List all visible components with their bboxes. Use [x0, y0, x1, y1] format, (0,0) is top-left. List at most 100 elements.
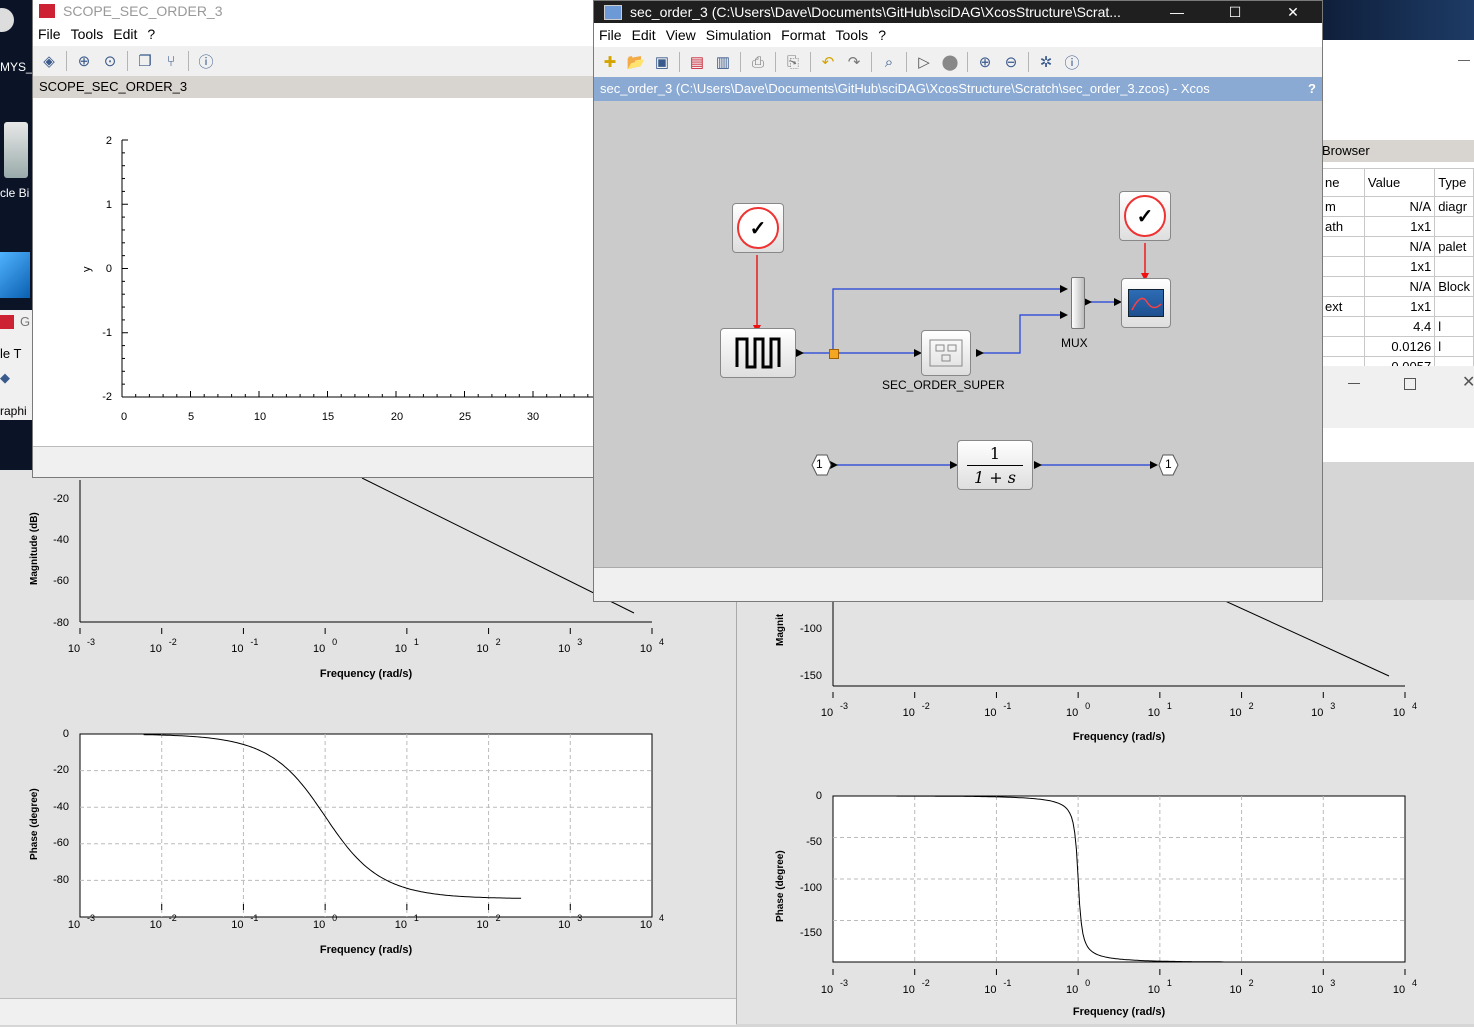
table-row[interactable]: N/A Block [1322, 276, 1474, 297]
table-row[interactable]: N/A palet [1322, 236, 1474, 257]
menu-help[interactable]: ? [147, 26, 156, 42]
data-link[interactable] [832, 288, 1064, 353]
column-header[interactable]: Value [1363, 168, 1436, 197]
browser-table: ne Value Type m N/A diagr ath 1x1 N/A palet 1x1… [1322, 168, 1474, 370]
redo-icon[interactable]: ↷ [847, 54, 861, 71]
menu-view[interactable]: View [665, 27, 696, 43]
x-tick: 10 [1229, 984, 1241, 996]
close-icon[interactable]: ✕ [1462, 374, 1474, 391]
minimize-icon[interactable] [1458, 60, 1470, 61]
close-button[interactable]: ✕ [1287, 3, 1299, 20]
fit-diagram-icon[interactable]: ⌕ [884, 53, 894, 71]
x-tick: 10 [1066, 707, 1078, 719]
x-tick: 10 [231, 919, 243, 931]
x-tick: 10 [395, 643, 407, 655]
y-axis-label: Magnitude (dB) [29, 512, 40, 585]
new-diagram-icon[interactable]: ✚ [603, 54, 617, 71]
help-glyph[interactable]: ? [1308, 81, 1316, 96]
x-tick-exponent: 4 [659, 913, 664, 923]
y-axis-label: Phase (degree) [775, 850, 786, 922]
table-row[interactable]: ath 1x1 [1322, 216, 1474, 237]
x-tick: 10 [984, 984, 996, 996]
zoom-icon[interactable]: ⊕ [77, 53, 91, 70]
datatip-icon[interactable]: ⑂ [166, 52, 176, 70]
phase-plot-right: 0 -50 -100 -150 Phase (degree) Frequency… [775, 790, 1417, 1018]
save-as-icon[interactable]: ▥ [715, 54, 731, 71]
scope-titlebar[interactable]: SCOPE_SEC_ORDER_3 [33, 0, 593, 22]
table-cell: l [1434, 316, 1474, 337]
disc-icon [0, 8, 14, 32]
xcos-titlebar[interactable]: sec_order_3 (C:\Users\Dave\Documents\Git… [594, 1, 1322, 23]
superblock[interactable] [921, 330, 971, 376]
menu-file[interactable]: File [599, 27, 622, 43]
zoom-in-icon[interactable]: ⊕ [978, 54, 992, 71]
start-icon[interactable]: ▷ [918, 54, 930, 71]
y-tick: -50 [806, 836, 822, 848]
clock-block[interactable]: ✓ [732, 203, 784, 253]
maximize-icon[interactable] [1404, 378, 1416, 390]
data-link[interactable] [982, 314, 1064, 354]
save-icon[interactable]: ▤ [689, 54, 705, 71]
table-row[interactable]: ext 1x1 [1322, 296, 1474, 317]
help-icon[interactable]: ⓘ [198, 53, 214, 71]
x-tick: 10 [984, 707, 996, 719]
x-tick: 0 [121, 411, 127, 423]
menu-edit[interactable]: Edit [113, 26, 138, 42]
menu-edit[interactable]: Edit [631, 27, 656, 43]
stop-icon[interactable]: ⬤ [941, 54, 959, 71]
input-port-number: 1 [816, 457, 823, 471]
rotate-icon[interactable]: ◈ [43, 53, 55, 70]
table-header-row: ne Value Type [1322, 168, 1474, 197]
setup-icon[interactable]: ✲ [1039, 54, 1053, 71]
maximize-button[interactable]: ☐ [1228, 3, 1242, 20]
menu-tools[interactable]: Tools [835, 27, 869, 43]
open-icon[interactable]: 📂 [626, 54, 646, 71]
phase-curve [143, 734, 522, 899]
recycle-bin-icon[interactable] [4, 122, 28, 178]
table-cell: l [1434, 336, 1474, 357]
menu-format[interactable]: Format [781, 27, 826, 43]
minimize-button[interactable]: — [1170, 4, 1184, 20]
menu-tools[interactable]: Tools [70, 26, 104, 42]
menu-simulation[interactable]: Simulation [705, 27, 772, 43]
table-row[interactable]: 1x1 [1322, 256, 1474, 277]
print-icon[interactable]: ⎘ [786, 53, 799, 71]
clock-block[interactable]: ✓ [1119, 191, 1171, 241]
xcos-canvas[interactable]: ✓ ✓ SEC_ORDER_SUPER MUX 1 1 + s [594, 101, 1322, 567]
x-tick-exponent: 2 [1249, 701, 1254, 711]
scope-block[interactable] [1121, 278, 1171, 328]
x-tick-exponent: 3 [577, 637, 582, 647]
square-wave-generator-block[interactable] [720, 328, 796, 378]
fraction-bar [967, 464, 1023, 466]
bode-right-svg: -100 -150 Magnit Frequency (rad/s) 10-31… [775, 599, 1417, 1018]
mux-block[interactable] [1071, 277, 1085, 329]
x-tick-exponent: -1 [250, 913, 258, 923]
table-row[interactable]: 4.4 l [1322, 316, 1474, 337]
x-tick-exponent: 1 [1167, 978, 1172, 988]
help-icon[interactable]: ⓘ [1064, 54, 1080, 72]
grid [833, 796, 1405, 962]
toolbar-icon[interactable]: ◆ [0, 370, 10, 385]
table-row[interactable]: 0.0126 l [1322, 336, 1474, 357]
undo-icon[interactable]: ↶ [821, 54, 835, 71]
menu-fragment: le T [0, 346, 22, 361]
column-header[interactable]: Type [1434, 168, 1474, 197]
export-icon[interactable]: ⎙ [751, 53, 764, 71]
table-row[interactable]: m N/A diagr [1322, 196, 1474, 217]
open-in-scilab-icon[interactable]: ▣ [654, 54, 670, 71]
menu-help[interactable]: ? [878, 27, 886, 43]
computer-icon[interactable] [0, 252, 30, 298]
column-header[interactable]: ne [1322, 168, 1365, 197]
input-port-block[interactable]: 1 [808, 453, 832, 477]
table-cell: ath [1322, 216, 1365, 237]
windows-icon[interactable]: ❐ [138, 53, 152, 70]
menu-file[interactable]: File [38, 26, 61, 42]
minimize-icon[interactable] [1348, 383, 1360, 384]
split-point[interactable] [829, 349, 839, 359]
zoom-reset-icon[interactable]: ⊙ [103, 53, 117, 70]
transfer-function-block[interactable]: 1 1 + s [957, 440, 1033, 490]
zoom-out-icon[interactable]: ⊖ [1004, 54, 1018, 71]
output-port-block[interactable]: 1 [1157, 453, 1181, 477]
diagram-path: sec_order_3 (C:\Users\Dave\Documents\Git… [600, 81, 1210, 96]
x-tick-exponent: 1 [414, 913, 419, 923]
